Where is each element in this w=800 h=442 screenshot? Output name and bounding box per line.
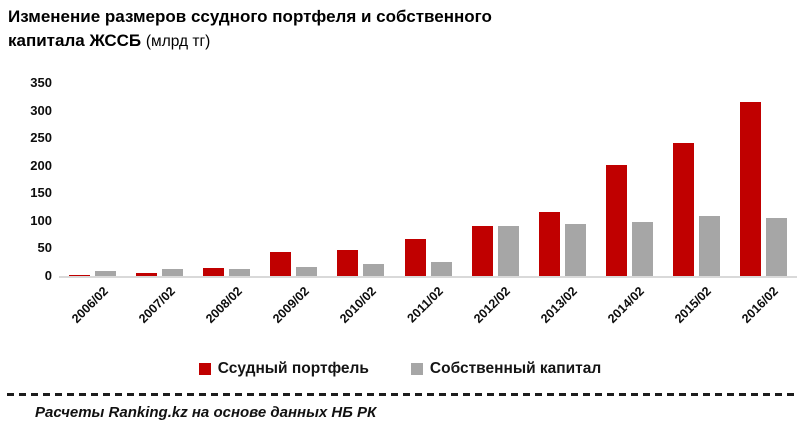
legend-label-loan-portfolio: Ссудный портфель	[217, 360, 369, 377]
chart-title-line2: капитала ЖССБ (млрд тг)	[8, 31, 211, 50]
bar-loan-portfolio	[69, 275, 91, 276]
bar-loan-portfolio	[203, 267, 225, 276]
x-axis-label: 2009/02	[269, 284, 312, 326]
bar-equity	[765, 217, 787, 276]
x-axis-label: 2013/02	[538, 284, 581, 326]
loan-portfolio-color-swatch-icon	[198, 363, 211, 375]
bar-equity	[296, 267, 318, 276]
bar-loan-portfolio	[538, 211, 560, 276]
y-axis-tick-label: 150	[30, 185, 52, 201]
dashed-divider	[7, 393, 797, 396]
legend-item-loan-portfolio: Ссудный портфель	[198, 360, 369, 378]
x-axis-label: 2016/02	[739, 284, 782, 326]
bar-equity	[698, 215, 720, 276]
legend-label-equity: Собственный капитал	[429, 360, 602, 377]
y-axis-tick-label: 350	[30, 75, 52, 90]
legend-item-equity: Собственный капитал	[410, 360, 602, 378]
y-axis-tick-label: 0	[44, 268, 52, 283]
y-axis-tick-label: 250	[30, 130, 52, 146]
y-axis-tick-label: 50	[37, 240, 52, 256]
bar-group	[730, 83, 797, 276]
bar-group	[663, 83, 730, 276]
bar-loan-portfolio	[337, 250, 359, 276]
x-axis-label: 2012/02	[471, 284, 513, 326]
bar-group	[394, 83, 461, 276]
bar-equity	[430, 262, 452, 276]
y-axis-tick-label: 100	[30, 212, 52, 228]
x-axis-label: 2015/02	[672, 284, 715, 326]
x-axis-label: 2014/02	[605, 284, 648, 326]
x-axis-label: 2010/02	[336, 284, 379, 326]
bar-equity	[162, 269, 184, 276]
bar-group	[193, 83, 260, 276]
chart-title-line1: Изменение размеров ссудного портфеля и с…	[8, 7, 492, 26]
bar-group	[327, 83, 394, 276]
y-axis-tick-label: 200	[30, 157, 52, 173]
bar-equity	[497, 226, 519, 276]
x-axis-label: 2007/02	[135, 284, 178, 326]
source-note: Расчеты Ranking.kz на основе данных НБ Р…	[35, 404, 377, 421]
legend: Ссудный портфель Собственный капитал	[0, 360, 800, 378]
chart-title-unit: (млрд тг)	[145, 33, 211, 50]
y-axis-tick-label: 300	[30, 102, 52, 118]
bar-loan-portfolio	[471, 226, 493, 276]
equity-color-swatch-icon	[410, 363, 423, 375]
x-axis-label: 2011/02	[404, 284, 446, 326]
plot-area	[59, 83, 797, 278]
x-axis-label: 2008/02	[202, 284, 245, 326]
bar-equity	[631, 222, 653, 276]
bar-group	[529, 83, 596, 276]
bar-loan-portfolio	[136, 273, 158, 276]
bar-group	[260, 83, 327, 276]
bar-group	[126, 83, 193, 276]
bar-equity	[229, 268, 251, 276]
bar-group	[596, 83, 663, 276]
bar-loan-portfolio	[672, 142, 694, 276]
bar-loan-portfolio	[605, 165, 627, 276]
chart-title: Изменение размеров ссудного портфеля и с…	[8, 5, 492, 54]
x-axis-label: 2006/02	[68, 284, 111, 326]
bar-loan-portfolio	[404, 238, 426, 276]
bar-loan-portfolio	[270, 252, 292, 276]
bar-equity	[95, 270, 117, 276]
bar-equity	[564, 224, 586, 276]
bar-equity	[363, 264, 385, 276]
bar-group	[59, 83, 126, 276]
bar-loan-portfolio	[739, 102, 761, 276]
bar-group	[462, 83, 529, 276]
